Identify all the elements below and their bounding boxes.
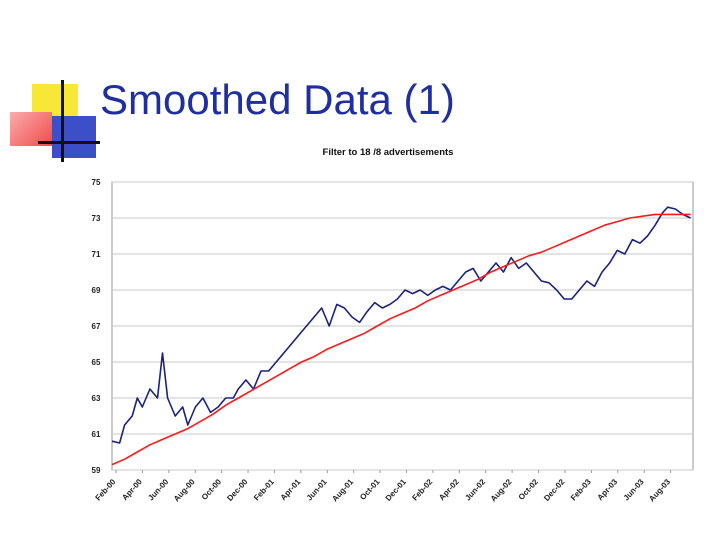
- x-tick-label-18: Feb-03: [569, 477, 593, 503]
- x-tick-label-1: Apr-00: [120, 477, 144, 502]
- chart-title: Filter to 18 /8 advertisements: [323, 147, 454, 158]
- x-tick-label-4: Oct-00: [200, 477, 224, 502]
- x-tick-label-2: Jun-00: [146, 477, 170, 503]
- x-tick-label-0: Feb-00: [94, 477, 118, 503]
- y-axis: 59 61 63 65 67 69 71 73 75: [92, 178, 101, 475]
- x-tick-label-19: Apr-03: [596, 477, 620, 502]
- y-tick-label-75: 75: [92, 178, 101, 187]
- x-tick-label-9: Aug-01: [330, 477, 355, 504]
- y-tick-label-69: 69: [92, 286, 101, 295]
- y-tick-label-67: 67: [92, 322, 101, 331]
- x-tick-label-5: Dec-00: [225, 477, 250, 503]
- series-red-line: [111, 213, 691, 466]
- x-tick-label-8: Jun-01: [305, 477, 329, 503]
- y-tick-label-65: 65: [92, 358, 101, 367]
- x-axis: Feb-00 Apr-00 Jun-00 Aug-00 Oct-00 Dec-00 Feb-…: [94, 470, 672, 504]
- y-tick-label-63: 63: [92, 394, 101, 403]
- y-tick-label-73: 73: [92, 214, 101, 223]
- x-tick-label-12: Feb-02: [410, 477, 434, 503]
- x-tick-label-21: Aug-03: [647, 477, 672, 504]
- decor-vertical-line: [61, 80, 64, 162]
- x-tick-label-11: Dec-01: [384, 477, 409, 503]
- series-blue-line: [111, 206, 691, 444]
- x-tick-label-10: Oct-01: [358, 477, 382, 502]
- y-tick-label-71: 71: [92, 250, 101, 259]
- x-tick-label-6: Feb-01: [252, 477, 276, 503]
- x-tick-label-14: Jun-02: [463, 477, 487, 503]
- x-tick-label-15: Aug-02: [489, 477, 514, 504]
- x-tick-label-17: Dec-02: [542, 477, 567, 503]
- y-tick-label-61: 61: [92, 430, 101, 439]
- gridlines: [112, 181, 693, 471]
- decor-red-square-highlight: [10, 112, 52, 146]
- x-tick-label-16: Oct-02: [517, 477, 541, 502]
- x-tick-label-20: Jun-03: [622, 477, 646, 503]
- decor-blue-square: [52, 116, 96, 158]
- x-tick-label-7: Apr-01: [279, 477, 303, 502]
- series-group: [111, 206, 691, 466]
- slide-title: Smoothed Data (1): [100, 76, 455, 123]
- x-tick-label-3: Aug-00: [172, 477, 197, 504]
- y-tick-label-59: 59: [92, 466, 101, 475]
- x-tick-label-13: Apr-02: [437, 477, 461, 502]
- decor-horizontal-line: [38, 141, 100, 144]
